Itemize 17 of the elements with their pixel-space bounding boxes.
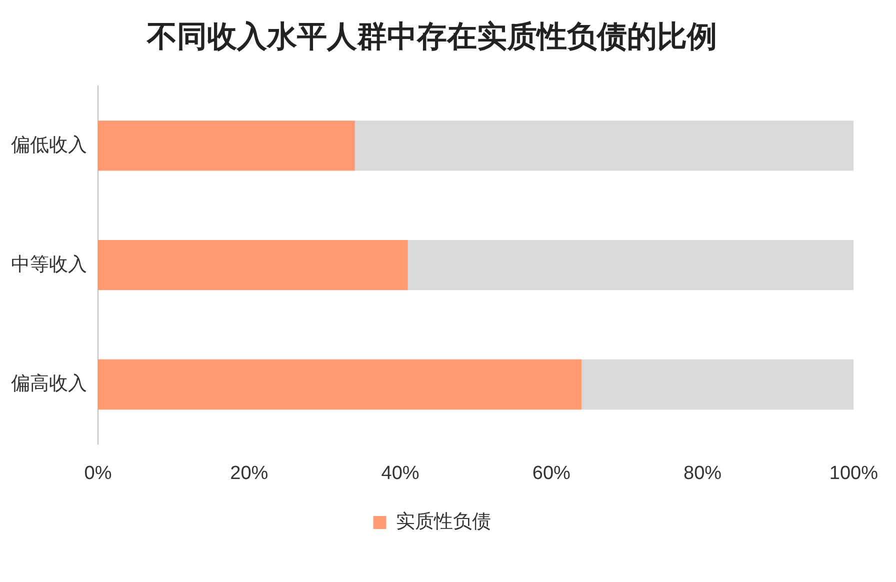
- chart-title: 不同收入水平人群中存在实质性负债的比例: [146, 19, 717, 54]
- x-tick-label: 40%: [381, 462, 420, 484]
- x-tick-label: 0%: [84, 462, 112, 484]
- y-tick-label: 中等收入: [11, 254, 87, 276]
- bar: [98, 120, 355, 171]
- legend-label: 实质性负债: [396, 510, 491, 533]
- x-tick-label: 20%: [230, 462, 268, 484]
- y-tick-label: 偏低收入: [11, 134, 87, 156]
- bar: [582, 359, 854, 410]
- x-tick-label: 100%: [829, 462, 878, 484]
- bar: [98, 240, 408, 290]
- x-tick-label: 60%: [532, 462, 571, 484]
- bar: [408, 240, 854, 290]
- bar: [354, 120, 854, 171]
- bar: [98, 359, 582, 410]
- y-tick-label: 偏高收入: [11, 372, 87, 395]
- x-tick-label: 80%: [684, 462, 722, 484]
